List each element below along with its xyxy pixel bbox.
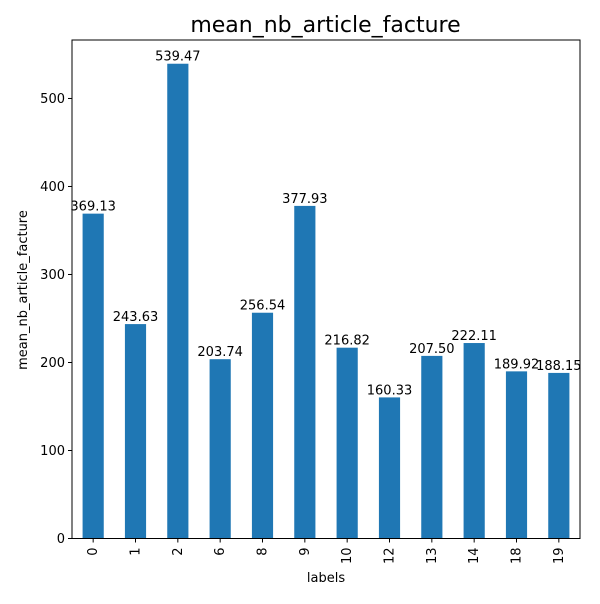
x-ticks-layer: 0 1 2 6 8 9 10 12 13 14 18 19 — [86, 538, 567, 565]
bar-0 — [82, 213, 104, 539]
y-tick-label-0: 0 — [57, 532, 65, 547]
y-tick-label-200: 200 — [40, 356, 65, 371]
x-tick-label-6: 6 — [213, 548, 228, 556]
bar-18 — [505, 371, 528, 539]
y-axis-label: mean_nb_article_facture — [16, 210, 31, 370]
x-tick-label-8: 8 — [256, 548, 271, 556]
bar-1 — [124, 324, 147, 539]
data-label-12: 160.33 — [367, 383, 413, 398]
bar-12 — [378, 397, 401, 539]
plot-frame — [71, 39, 581, 539]
bar-6 — [209, 359, 231, 539]
chart-title: mean_nb_article_facture — [190, 13, 460, 38]
x-tick-label-9: 9 — [298, 548, 313, 556]
x-tick-label-2: 2 — [171, 548, 186, 556]
bar-10 — [336, 347, 358, 539]
data-label-1: 243.63 — [113, 310, 159, 325]
data-label-13: 207.50 — [409, 342, 455, 357]
x-tick-label-0: 0 — [86, 548, 101, 556]
x-tick-label-14: 14 — [467, 548, 482, 565]
data-label-0: 369.13 — [70, 200, 116, 215]
data-label-14: 222.11 — [451, 329, 497, 344]
x-tick-label-18: 18 — [510, 548, 525, 565]
bar-9 — [294, 205, 316, 539]
x-tick-label-12: 12 — [383, 548, 398, 565]
x-tick-label-19: 19 — [552, 548, 567, 565]
data-label-8: 256.54 — [240, 299, 286, 314]
bar-13 — [421, 355, 443, 539]
x-tick-label-10: 10 — [340, 548, 355, 565]
y-tick-label-100: 100 — [40, 444, 65, 459]
x-tick-label-1: 1 — [129, 548, 144, 556]
x-tick-label-13: 13 — [425, 548, 440, 565]
y-tick-label-300: 300 — [40, 268, 65, 283]
data-label-6: 203.74 — [197, 345, 243, 360]
y-tick-label-400: 400 — [40, 180, 65, 195]
data-label-2: 539.47 — [155, 50, 201, 65]
data-label-19: 188.15 — [536, 359, 582, 374]
bar-8 — [251, 312, 274, 539]
data-label-9: 377.93 — [282, 192, 328, 207]
y-tick-label-500: 500 — [40, 92, 65, 107]
data-labels-layer: 369.13 243.63 539.47 203.74 256.54 377.93 216.… — [70, 50, 581, 399]
x-axis-label: labels — [307, 571, 345, 586]
bar-19 — [548, 372, 570, 539]
bar-14 — [463, 343, 485, 539]
bar-2 — [167, 63, 189, 539]
y-ticks-layer: 0 100 200 300 400 500 — [40, 92, 72, 547]
data-label-10: 216.82 — [324, 334, 370, 349]
data-label-18: 189.92 — [494, 357, 540, 372]
bars-layer — [82, 63, 570, 539]
